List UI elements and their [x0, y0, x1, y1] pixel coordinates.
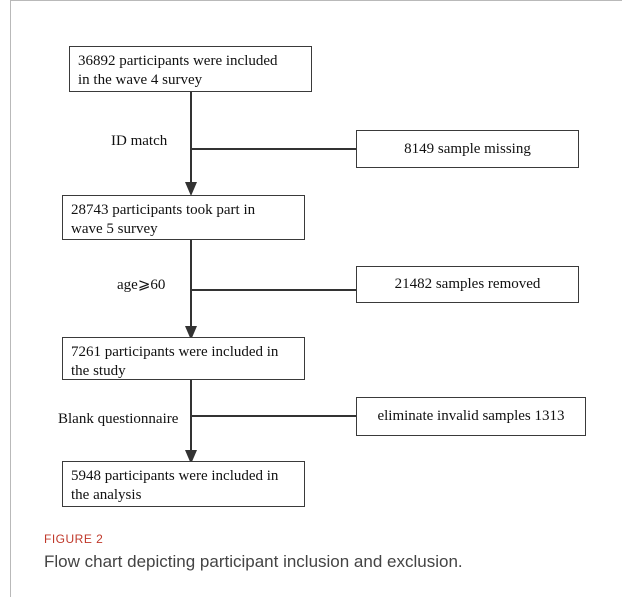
- step-label-age: age⩾60: [117, 275, 165, 294]
- flow-box-wave5-line1: 28743 participants took part in: [71, 201, 296, 220]
- flow-box-analysis-line2: the analysis: [71, 486, 296, 505]
- side-box-samples-removed: 21482 samples removed: [356, 266, 579, 303]
- side-box-sample-missing-text: 8149 sample missing: [404, 140, 531, 159]
- connector-2-branch: [191, 289, 356, 291]
- side-box-sample-missing: 8149 sample missing: [356, 130, 579, 168]
- flow-box-study-line2: the study: [71, 362, 296, 381]
- flow-box-analysis-line1: 5948 participants were included in: [71, 467, 296, 486]
- connector-3-branch: [191, 415, 356, 417]
- side-box-invalid-samples-text: eliminate invalid samples 1313: [377, 407, 564, 426]
- flow-box-wave5: 28743 participants took part in wave 5 s…: [62, 195, 305, 240]
- frame-left-border: [10, 0, 11, 597]
- side-box-invalid-samples: eliminate invalid samples 1313: [356, 397, 586, 436]
- connector-1-branch: [191, 148, 356, 150]
- connector-1-arrowhead: [185, 182, 197, 196]
- figure-caption: Flow chart depicting participant inclusi…: [44, 552, 463, 572]
- flow-box-study-line1: 7261 participants were included in: [71, 343, 296, 362]
- flow-box-analysis: 5948 participants were included in the a…: [62, 461, 305, 507]
- flow-box-wave4-line2: in the wave 4 survey: [78, 71, 303, 90]
- figure-label: FIGURE 2: [44, 532, 103, 546]
- flow-box-wave5-line2: wave 5 survey: [71, 220, 296, 239]
- flow-box-study: 7261 participants were included in the s…: [62, 337, 305, 380]
- flow-box-wave4: 36892 participants were included in the …: [69, 46, 312, 92]
- frame-top-border: [10, 0, 622, 1]
- flow-box-wave4-line1: 36892 participants were included: [78, 52, 303, 71]
- side-box-samples-removed-text: 21482 samples removed: [395, 275, 541, 294]
- connector-2-vertical: [190, 240, 192, 328]
- step-label-id-match: ID match: [111, 133, 167, 150]
- step-label-blank-questionnaire: Blank questionnaire: [58, 411, 178, 428]
- connector-1-vertical: [190, 92, 192, 184]
